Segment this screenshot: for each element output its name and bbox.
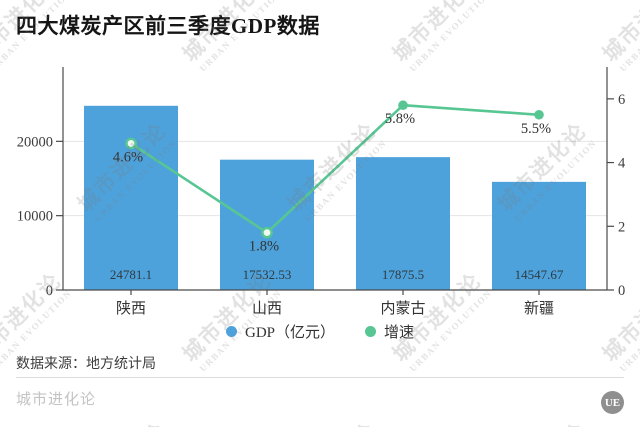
gdp-legend-label: GDP（亿元） xyxy=(244,325,335,341)
legend-item-gdp: GDP（亿元） xyxy=(225,321,335,342)
legend-item-growth: 增速 xyxy=(365,321,414,342)
brand-name: 城市进化论 xyxy=(16,392,97,408)
bar-value-label: 24781.1 xyxy=(110,267,152,282)
growth-value-label: 5.8% xyxy=(385,111,415,127)
right-tick-label: 0 xyxy=(618,283,625,299)
x-category-label: 新疆 xyxy=(524,300,554,317)
gdp-bar xyxy=(356,157,450,290)
right-tick-label: 4 xyxy=(618,156,626,172)
bar-value-label: 17532.53 xyxy=(243,267,292,282)
growth-legend-label: 增速 xyxy=(384,325,415,341)
gdp-growth-chart: 24781.1 17532.53 17875.5 14547.67 4.6% 1.8% 5.… xyxy=(17,67,626,317)
growth-point xyxy=(534,109,544,120)
growth-point xyxy=(261,226,273,239)
gdp-bar xyxy=(492,181,586,290)
growth-value-label: 1.8% xyxy=(249,239,279,255)
data-source: 数据来源：地方统计局 xyxy=(16,357,156,372)
gdp-legend-dot xyxy=(225,326,237,337)
growth-point xyxy=(125,137,137,150)
logo-text: UE xyxy=(604,396,621,409)
x-category-label: 山西 xyxy=(252,300,282,317)
x-category-label: 内蒙古 xyxy=(380,300,425,317)
chart-title: 四大煤炭产区前三季度GDP数据 xyxy=(16,14,320,38)
legend: GDP（亿元） 增速 xyxy=(0,321,640,342)
left-tick-label: 20000 xyxy=(17,134,53,150)
bar-value-label: 14547.67 xyxy=(515,267,564,282)
right-tick-label: 2 xyxy=(618,219,625,235)
x-category-label: 陕西 xyxy=(116,300,146,317)
growth-legend-dot xyxy=(365,326,376,337)
bar-value-label: 17875.5 xyxy=(382,267,424,282)
left-tick-label: 0 xyxy=(46,283,53,299)
right-tick-label: 6 xyxy=(618,92,625,108)
growth-line xyxy=(129,103,541,234)
watermark-cn-text: 城市进化论 xyxy=(490,415,593,427)
gdp-bar xyxy=(84,105,178,290)
growth-value-label: 5.5% xyxy=(521,121,551,137)
gdp-bar xyxy=(220,159,314,290)
growth-point xyxy=(398,100,408,111)
left-tick-label: 10000 xyxy=(17,209,53,225)
divider xyxy=(16,377,624,378)
watermark-cn-text: 城市进化论 xyxy=(280,415,383,427)
watermark-cn-text: 城市进化论 xyxy=(70,415,173,427)
growth-value-label: 4.6% xyxy=(113,149,143,165)
ue-logo: UE xyxy=(601,391,624,414)
